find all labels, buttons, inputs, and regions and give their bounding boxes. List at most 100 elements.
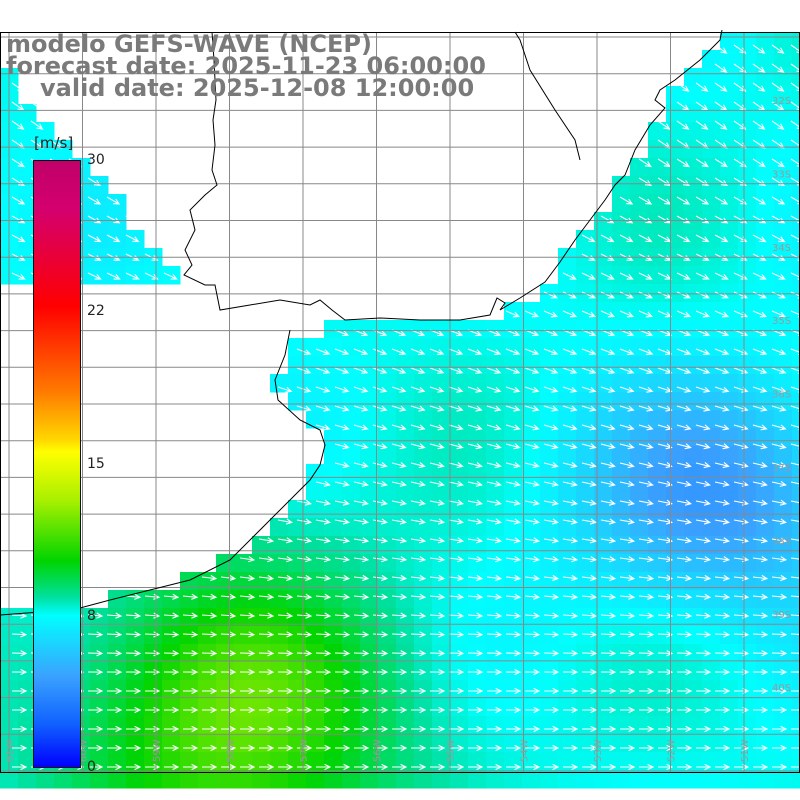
wind-arrow [391,631,408,638]
wind-arrow [467,443,483,450]
wind-cell [576,320,595,339]
wind-arrow [524,386,540,393]
wind-cell [738,698,757,717]
wind-cell [306,608,325,627]
wind-cell [720,662,739,681]
wind-arrow [524,631,541,638]
wind-arrow [467,556,484,563]
wind-cell [234,608,253,627]
wind-cell [630,392,649,411]
wind-cell [306,464,325,483]
wind-cell [720,356,739,375]
wind-cell [720,518,739,537]
wind-arrow [752,215,767,224]
wind-cell [576,302,595,321]
wind-arrow [467,348,483,356]
wind-arrow [88,706,104,714]
wind-arrow [714,556,731,563]
wind-arrow [752,272,767,280]
wind-arrow [581,537,598,544]
wind-cell [468,374,487,393]
wind-cell [576,446,595,465]
wind-arrow [467,668,484,676]
wind-cell [486,662,505,681]
wind-cell [486,572,505,591]
wind-arrow [676,196,691,205]
wind-cell [666,554,685,573]
wind-arrow [638,480,654,487]
wind-cell [414,770,433,789]
wind-arrow [790,82,800,92]
wind-arrow [506,706,522,714]
wind-cell [396,716,415,735]
wind-cell [666,158,685,177]
wind-arrow [714,537,731,544]
wind-arrow [714,612,731,619]
wind-arrow [277,556,294,563]
wind-cell [612,716,631,735]
wind-arrow [714,63,728,73]
wind-arrow [695,480,711,487]
wind-cell [18,158,37,177]
wind-cell [702,626,721,645]
wind-cell [774,698,793,717]
wind-arrow [239,574,256,582]
wind-arrow [144,234,159,243]
wind-arrow [372,462,388,469]
wind-cell [72,770,91,789]
wind-arrow [87,196,102,205]
wind-arrow [657,631,674,638]
wind-arrow [145,706,161,714]
wind-cell [144,266,163,285]
wind-cell [612,374,631,393]
wind-cell [648,158,667,177]
wind-arrow [753,763,769,771]
wind-arrow [335,744,351,752]
wind-cell [720,698,739,717]
wind-arrow [11,120,25,130]
wind-cell [180,734,199,753]
wind-arrow [429,443,445,450]
wind-cell [756,140,775,159]
wind-arrow [601,744,617,752]
wind-arrow [639,763,655,771]
wind-cell [126,716,145,735]
wind-arrow [676,518,693,525]
wind-cell [792,626,800,645]
wind-arrow [695,518,712,525]
wind-arrow [126,744,142,752]
wind-cell [288,374,307,393]
wind-arrow [239,556,256,563]
wind-cell [540,410,559,429]
wind-cell [720,428,739,447]
wind-cell [180,680,199,699]
wind-cell [648,212,667,231]
wind-arrow [486,537,503,544]
wind-arrow [277,574,294,582]
wind-arrow [563,763,579,771]
wind-cell [270,626,289,645]
wind-cell [792,68,800,87]
wind-arrow [372,593,389,600]
wind-cell [738,302,757,321]
wind-cell [594,518,613,537]
wind-cell [774,536,793,555]
wind-cell [720,392,739,411]
wind-cell [702,176,721,195]
wind-arrow [619,367,635,374]
wind-cell [486,446,505,465]
wind-cell [522,716,541,735]
wind-arrow [182,612,199,619]
wind-arrow [752,63,766,73]
wind-arrow [335,725,351,733]
wind-cell [576,608,595,627]
wind-arrow [11,215,26,224]
wind-arrow [125,272,140,280]
wind-arrow [392,687,408,695]
wind-arrow [752,574,769,582]
colorbar-tick-label: 0 [87,759,96,775]
wind-cell [198,752,217,771]
wind-cell [342,482,361,501]
wind-arrow [619,462,635,469]
wind-cell [306,338,325,357]
